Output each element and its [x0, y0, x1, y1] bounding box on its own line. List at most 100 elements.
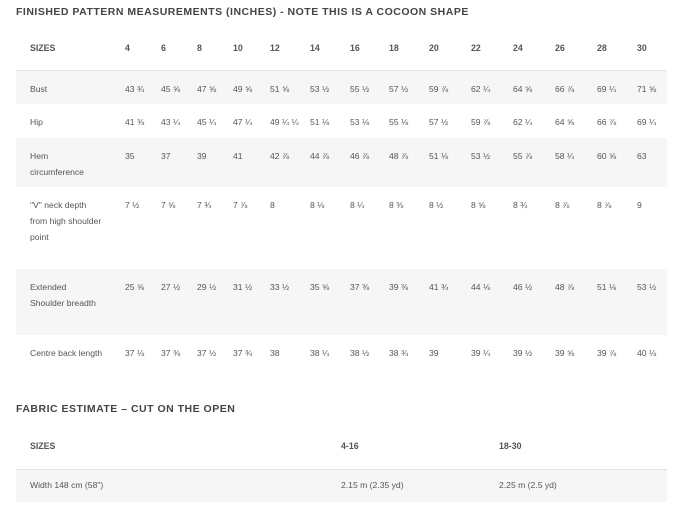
fabric-row-label: Width 148 cm (58"): [30, 480, 104, 490]
measurement-cell: 37: [161, 150, 171, 161]
measurement-cell: 55 ⅛: [389, 116, 409, 127]
measurement-cell: 39: [429, 347, 439, 358]
size-header: 10: [233, 43, 243, 53]
measurement-cell: 7 ⅞: [233, 199, 248, 210]
measurement-cell: 39 ½: [513, 347, 533, 358]
measurement-cell: 40 ⅛: [637, 347, 657, 358]
measurement-cell: 33 ½: [270, 281, 290, 292]
fabric-cell: 2.15 m (2.35 yd): [341, 480, 404, 490]
measurement-cell: 46 ½: [513, 281, 533, 292]
measurement-cell: 55 ½: [350, 84, 370, 94]
measurement-cell: 8 ⅝: [471, 199, 486, 210]
measurement-cell: 37 ¾: [233, 347, 253, 358]
measurement-row: Bust 43 ¾ 45 ⅝ 47 ⅝ 49 ⅝ 51 ⅝ 53 ½ 55 ½ 57 ½ 59 ⅞…: [16, 70, 667, 104]
measurement-cell: 7 ¾: [197, 199, 212, 210]
size-header: 20: [429, 43, 439, 53]
measurement-cell: 29 ½: [197, 281, 217, 292]
measurement-row: Hip 41 ⅜ 43 ¼ 45 ¼ 47 ¼ 49 ¼ ¼ 51 ⅛ 53 ⅛ 55 ⅛ 57 …: [16, 104, 667, 138]
fabric-row: Width 148 cm (58") 2.15 m (2.35 yd) 2.25…: [16, 469, 667, 502]
measurement-cell: 48 ⅞: [389, 150, 409, 161]
fabric-cell: 2.25 m (2.5 yd): [499, 480, 557, 490]
measurement-cell: 8 ⅞: [555, 199, 570, 210]
measurement-cell: 42 ⅞: [270, 150, 290, 161]
measurement-cell: 47 ¼: [233, 116, 253, 127]
measurement-cell: 59 ⅞: [471, 116, 491, 127]
measurement-cell: 51 ⅝: [270, 84, 290, 94]
measurement-row-label: Bust: [30, 84, 48, 94]
measurement-cell: 60 ⅝: [597, 150, 617, 161]
size-range-header: 4-16: [341, 441, 359, 451]
measurement-cell: 38 ½: [350, 347, 370, 358]
measurement-cell: 37 ⅜: [350, 281, 370, 292]
measurement-cell: 38 ¼: [310, 347, 330, 358]
measurement-cell: 39 ⅞: [597, 347, 617, 358]
measurement-cell: 53 ½: [471, 150, 491, 161]
measurement-cell: 8: [270, 199, 275, 210]
measurement-cell: 45 ¼: [197, 116, 217, 127]
measurement-cell: 41: [233, 150, 243, 161]
measurement-cell: 57 ½: [389, 84, 409, 94]
measurement-cell: 38: [270, 347, 280, 358]
fabric-table: SIZES 4-16 18-30 Width 148 cm (58") 2.15…: [16, 429, 667, 502]
size-header: 28: [597, 43, 607, 53]
measurement-cell: 71 ⅝: [637, 84, 657, 94]
measurement-cell: 37 ½: [197, 347, 217, 358]
size-header: 30: [637, 43, 647, 53]
measurement-cell: 66 ⅞: [597, 116, 617, 127]
measurement-cell: 51 ⅛: [597, 281, 617, 292]
measurement-cell: 49 ⅝: [233, 84, 253, 94]
size-range-header: 18-30: [499, 441, 522, 451]
measurement-cell: 7 ⅝: [161, 199, 176, 210]
measurement-cell: 57 ½: [429, 116, 449, 127]
measurement-cell: 37 ⅛: [125, 347, 145, 358]
measurement-cell: 51 ⅛: [310, 116, 330, 127]
measurement-cell: 8 ⅞: [597, 199, 612, 210]
measurement-cell: 41 ⅜: [125, 116, 145, 127]
sizes-header: SIZES: [30, 441, 56, 451]
measurement-row: Hem circumference 35 37 39 41 42 ⅞ 44 ⅞ 46 ⅞ 48 …: [16, 137, 667, 187]
size-header: 6: [161, 43, 166, 53]
fabric-title: FABRIC ESTIMATE – CUT ON THE OPEN: [16, 403, 236, 415]
size-header: 16: [350, 43, 360, 53]
measurement-row-label: Extended Shoulder breadth: [30, 281, 96, 308]
measurement-cell: 66 ⅞: [555, 84, 575, 94]
measurement-cell: 51 ⅛: [429, 150, 449, 161]
measurement-row-label: Hip: [30, 116, 43, 127]
size-header: 8: [197, 43, 202, 53]
measurement-cell: 64 ⅝: [555, 116, 575, 127]
measurement-cell: 53 ½: [637, 281, 657, 292]
measurement-cell: 39 ⅜: [389, 281, 409, 292]
measurement-cell: 69 ¼: [637, 116, 657, 127]
size-header: 22: [471, 43, 481, 53]
measurement-cell: 8 ¼: [350, 199, 365, 210]
measurement-cell: 31 ½: [233, 281, 253, 292]
measurement-row: Extended Shoulder breadth 25 ⅝ 27 ½ 29 ½ 31 …: [16, 268, 667, 335]
measurement-cell: 8 ½: [429, 199, 444, 210]
measurement-cell: 8 ¾: [513, 199, 528, 210]
measurement-cell: 41 ¾: [429, 281, 449, 292]
measurement-row: "V" neck depth from high shoulder point 7…: [16, 187, 667, 269]
measurement-cell: 39 ¼: [471, 347, 491, 358]
measurement-cell: 64 ⅝: [513, 84, 533, 94]
measurement-cell: 48 ⅞: [555, 281, 575, 292]
measurement-cell: 43 ¾: [125, 84, 145, 94]
measurement-cell: 62 ¼: [513, 116, 533, 127]
measurement-cell: 49 ¼ ¼: [270, 116, 299, 127]
measurement-cell: 39: [197, 150, 207, 161]
measurement-cell: 44 ⅞: [310, 150, 330, 161]
measurement-row-label: Hem circumference: [30, 150, 84, 177]
measurement-cell: 8 ⅜: [389, 199, 404, 210]
size-header: 26: [555, 43, 565, 53]
measurement-row: Centre back length 37 ⅛ 37 ⅜ 37 ½ 37 ¾ 38 38 ¼…: [16, 335, 667, 385]
size-header: 4: [125, 43, 130, 53]
measurement-cell: 35 ⅝: [310, 281, 330, 292]
measurement-cell: 69 ¼: [597, 84, 617, 94]
measurement-cell: 62 ¼: [471, 84, 491, 94]
size-header: 18: [389, 43, 399, 53]
sizes-header: SIZES: [30, 43, 56, 53]
measurement-cell: 27 ½: [161, 281, 181, 292]
measurement-cell: 38 ¾: [389, 347, 409, 358]
measurement-cell: 55 ⅞: [513, 150, 533, 161]
measurement-cell: 25 ⅝: [125, 281, 145, 292]
measurement-cell: 43 ¼: [161, 116, 181, 127]
